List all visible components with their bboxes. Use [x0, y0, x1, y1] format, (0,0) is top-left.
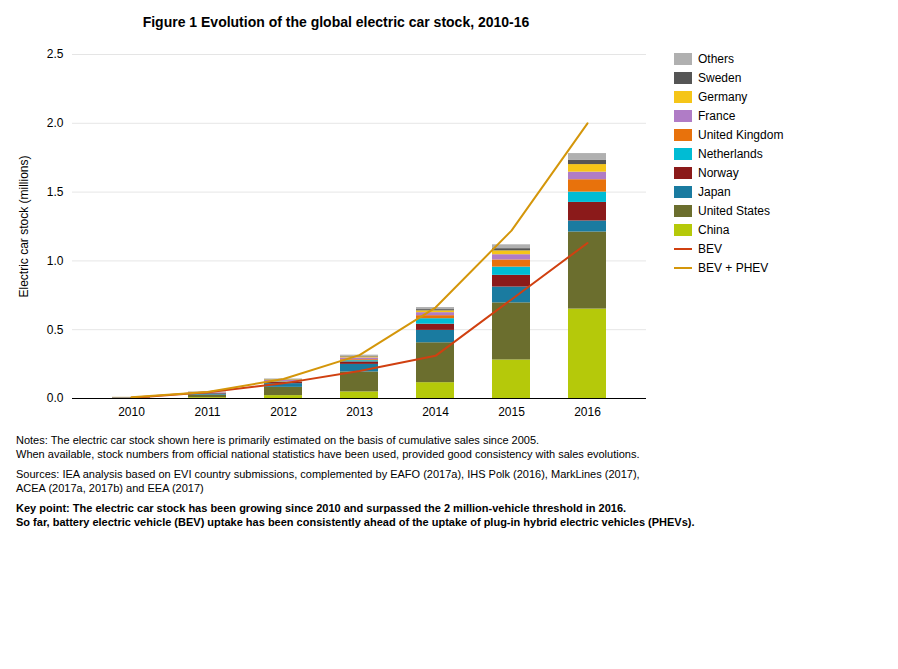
html-text:Germany: Germany [698, 90, 748, 104]
svg-text:2010: 2010 [118, 405, 145, 419]
html-text:France: France [698, 109, 736, 123]
svg-text:Electric car stock (millions): Electric car stock (millions) [17, 155, 31, 297]
html-text:Notes: The electric car stock: Notes: The electric car stock shown here… [16, 434, 540, 446]
html-text:When available, stock numbers: When available, stock numbers from offic… [16, 448, 640, 460]
svg-text:2.5: 2.5 [47, 47, 64, 61]
html-text:Netherlands: Netherlands [698, 147, 763, 161]
html-text:China: China [698, 223, 730, 237]
svg-text:0.5: 0.5 [47, 323, 64, 337]
svg-text:2011: 2011 [195, 405, 221, 419]
html-text:United Kingdom: United Kingdom [698, 128, 784, 142]
html-text:Norway: Norway [698, 166, 739, 180]
html-text:So far, battery electric vehic: So far, battery electric vehicle (BEV) u… [16, 516, 695, 528]
svg-text:2016: 2016 [574, 405, 601, 419]
html-text:Others: Others [698, 52, 734, 66]
svg-text:1.0: 1.0 [47, 254, 64, 268]
html-text:Key point: The electric car st: Key point: The electric car stock has be… [16, 502, 627, 514]
svg-text:2.0: 2.0 [47, 116, 64, 130]
html-text:ACEA (2017a, 2017b) and EEA (2: ACEA (2017a, 2017b) and EEA (2017) [16, 482, 204, 494]
svg-text:1.5: 1.5 [47, 185, 64, 199]
html-text:United States: United States [698, 204, 770, 218]
html-text:BEV + PHEV: BEV + PHEV [698, 261, 769, 275]
svg-text:0.0: 0.0 [47, 391, 64, 405]
html-text:Figure 1 Evolution of the glob: Figure 1 Evolution of the global electri… [142, 14, 530, 30]
html-text:BEV: BEV [698, 242, 722, 256]
svg-text:2012: 2012 [270, 405, 297, 419]
svg-text:2013: 2013 [346, 405, 373, 419]
svg-text:2014: 2014 [422, 405, 449, 419]
html-text:Sources: IEA analysis based on: Sources: IEA analysis based on EVI count… [16, 468, 640, 480]
svg-text:2015: 2015 [498, 405, 525, 419]
html-text:Japan: Japan [698, 185, 731, 199]
html-text:Sweden: Sweden [698, 71, 742, 85]
